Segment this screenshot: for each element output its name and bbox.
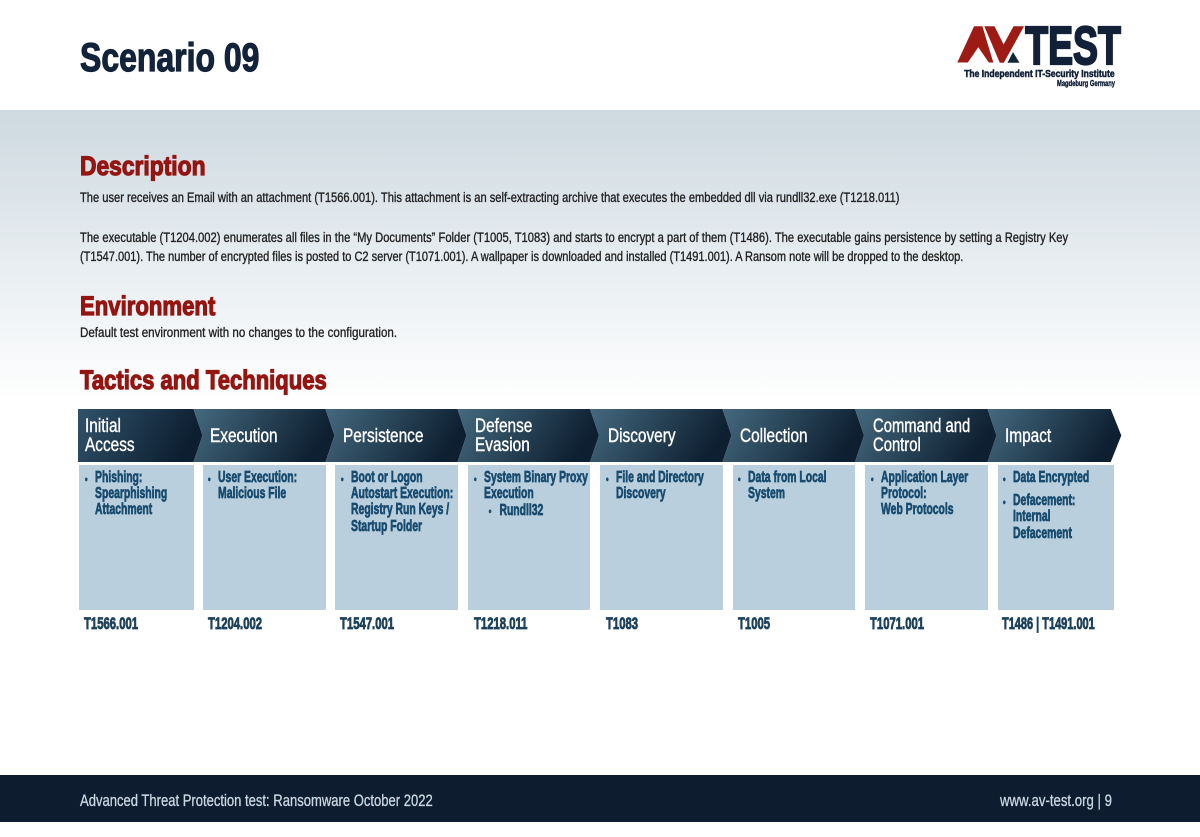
svg-text:Magdeburg Germany: Magdeburg Germany (1057, 79, 1115, 88)
svg-text:The Independent IT-Security In: The Independent IT-Security Institute (964, 69, 1115, 80)
svg-text:TEST: TEST (1025, 18, 1121, 76)
